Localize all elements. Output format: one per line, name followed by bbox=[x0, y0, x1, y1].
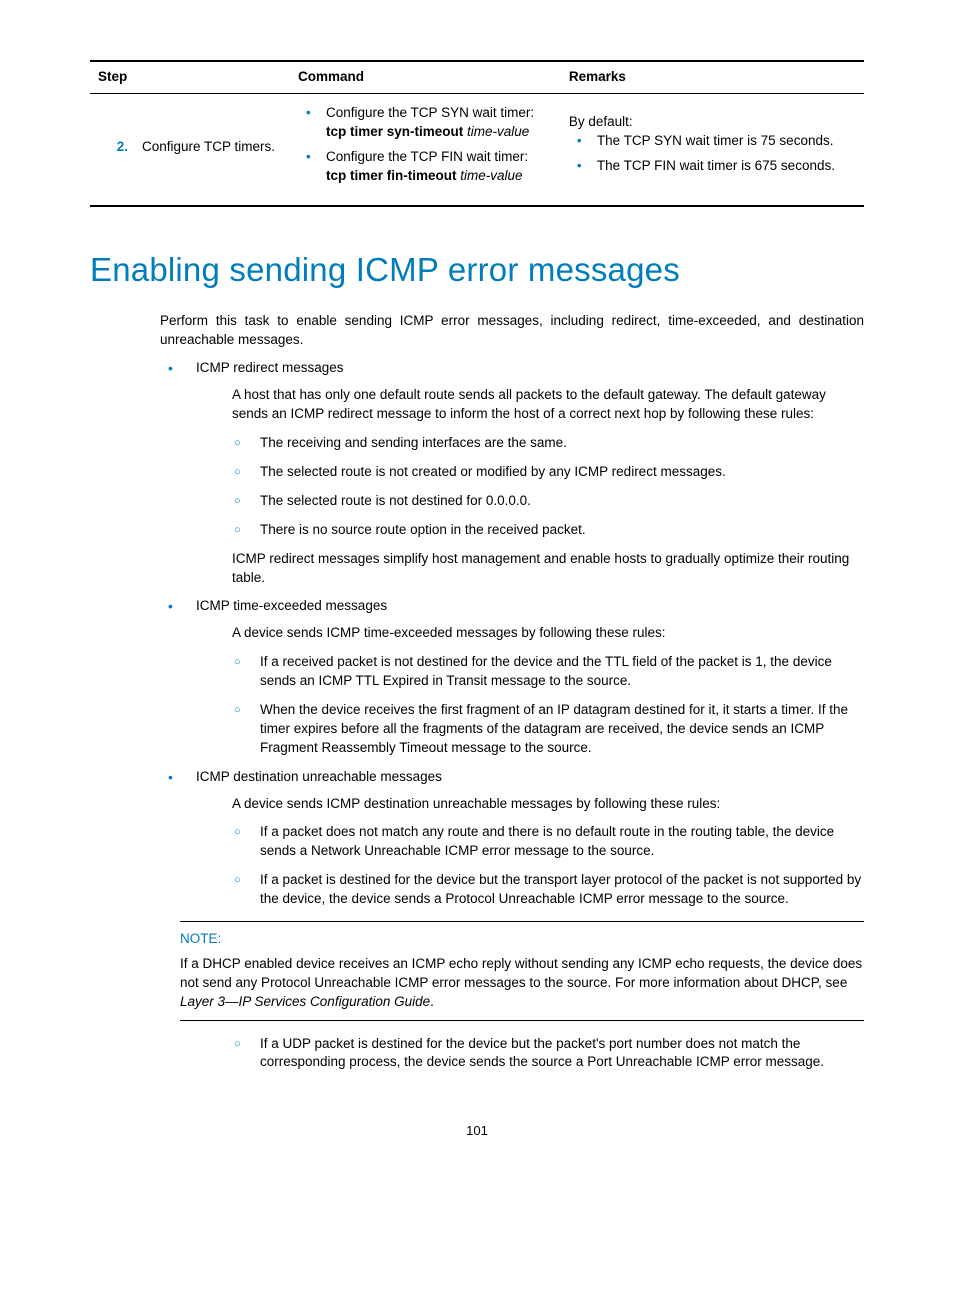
remarks-item: The TCP SYN wait timer is 75 seconds. bbox=[587, 132, 856, 151]
dest-title: ICMP destination unreachable messages bbox=[196, 768, 864, 787]
list-item-timeexceeded: ICMP time-exceeded messages A device sen… bbox=[160, 597, 864, 757]
command-item: Configure the TCP SYN wait timer: tcp tim… bbox=[316, 104, 553, 142]
step-text-cell: Configure TCP timers. bbox=[134, 93, 290, 205]
command-desc: Configure the TCP SYN wait timer: bbox=[326, 105, 534, 120]
remarks-list: The TCP SYN wait timer is 75 seconds. Th… bbox=[569, 132, 856, 176]
note-label: NOTE: bbox=[180, 930, 864, 949]
command-cell: Configure the TCP SYN wait timer: tcp tim… bbox=[290, 93, 561, 205]
intro-paragraph: Perform this task to enable sending ICMP… bbox=[160, 312, 864, 350]
list-item-destunreach: ICMP destination unreachable messages A … bbox=[160, 768, 864, 909]
note-text: If a DHCP enabled device receives an ICM… bbox=[180, 955, 864, 1012]
rule-item: If a UDP packet is destined for the devi… bbox=[232, 1035, 864, 1073]
dest-desc: A device sends ICMP destination unreacha… bbox=[232, 795, 864, 814]
table: Step Command Remarks 2. Configure TCP ti… bbox=[90, 62, 864, 205]
table-row: 2. Configure TCP timers. Configure the T… bbox=[90, 93, 864, 205]
redirect-rules: The receiving and sending interfaces are… bbox=[232, 434, 864, 540]
page-number: 101 bbox=[90, 1122, 864, 1140]
command-arg: time-value bbox=[460, 168, 522, 183]
step-number-cell: 2. bbox=[90, 93, 134, 205]
command-list: Configure the TCP SYN wait timer: tcp tim… bbox=[298, 104, 553, 186]
note-pre: If a DHCP enabled device receives an ICM… bbox=[180, 956, 862, 990]
redirect-title: ICMP redirect messages bbox=[196, 359, 864, 378]
th-command: Command bbox=[290, 62, 561, 93]
redirect-summary: ICMP redirect messages simplify host man… bbox=[232, 550, 864, 588]
timeexc-desc: A device sends ICMP time-exceeded messag… bbox=[232, 624, 864, 643]
th-step: Step bbox=[90, 62, 290, 93]
command-arg: time-value bbox=[467, 124, 529, 139]
section-heading: Enabling sending ICMP error messages bbox=[90, 247, 864, 293]
dest-rules-cont: If a UDP packet is destined for the devi… bbox=[232, 1035, 864, 1073]
dest-rules: If a packet does not match any route and… bbox=[232, 823, 864, 909]
note-guide-ref: Layer 3—IP Services Configuration Guide bbox=[180, 994, 430, 1009]
step-number: 2. bbox=[117, 139, 128, 154]
th-remarks: Remarks bbox=[561, 62, 864, 93]
command-desc: Configure the TCP FIN wait timer: bbox=[326, 149, 528, 164]
table-header-row: Step Command Remarks bbox=[90, 62, 864, 93]
remarks-cell: By default: The TCP SYN wait timer is 75… bbox=[561, 93, 864, 205]
command-item: Configure the TCP FIN wait timer: tcp tim… bbox=[316, 148, 553, 186]
note-box: NOTE: If a DHCP enabled device receives … bbox=[180, 921, 864, 1021]
rule-item: The receiving and sending interfaces are… bbox=[232, 434, 864, 453]
remarks-item: The TCP FIN wait timer is 675 seconds. bbox=[587, 157, 856, 176]
command-bold: tcp timer fin-timeout bbox=[326, 168, 457, 183]
rule-item: The selected route is not destined for 0… bbox=[232, 492, 864, 511]
rule-item: There is no source route option in the r… bbox=[232, 521, 864, 540]
remarks-lead: By default: bbox=[569, 113, 856, 132]
command-bold: tcp timer syn-timeout bbox=[326, 124, 463, 139]
top-list: ICMP redirect messages A host that has o… bbox=[160, 359, 864, 909]
rule-item: If a packet does not match any route and… bbox=[232, 823, 864, 861]
list-item-redirect: ICMP redirect messages A host that has o… bbox=[160, 359, 864, 587]
redirect-desc: A host that has only one default route s… bbox=[232, 386, 864, 424]
rule-item: If a received packet is not destined for… bbox=[232, 653, 864, 691]
config-table: Step Command Remarks 2. Configure TCP ti… bbox=[90, 60, 864, 207]
timeexc-title: ICMP time-exceeded messages bbox=[196, 597, 864, 616]
note-post: . bbox=[430, 994, 434, 1009]
rule-item: When the device receives the first fragm… bbox=[232, 701, 864, 758]
rule-item: The selected route is not created or mod… bbox=[232, 463, 864, 482]
timeexc-rules: If a received packet is not destined for… bbox=[232, 653, 864, 757]
rule-item: If a packet is destined for the device b… bbox=[232, 871, 864, 909]
